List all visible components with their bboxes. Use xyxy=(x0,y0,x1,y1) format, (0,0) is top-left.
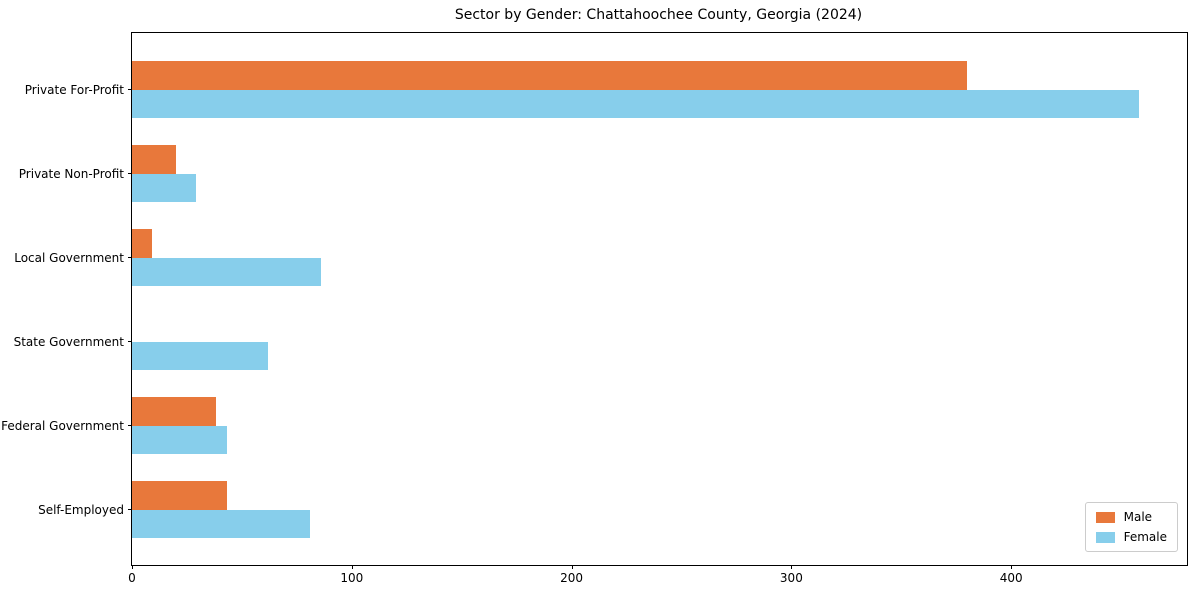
legend-item-male: Male xyxy=(1095,510,1167,524)
y-tick-label-federal-government: Federal Government xyxy=(1,418,124,433)
x-tick-mark-300 xyxy=(791,565,793,569)
x-tick-mark-100 xyxy=(351,565,353,569)
x-tick-label-200: 200 xyxy=(560,571,584,585)
bar-female-private-non-profit xyxy=(132,173,196,202)
bar-female-self-employed xyxy=(132,509,311,538)
bar-male-local-government xyxy=(132,229,152,258)
y-tick-label-self-employed: Self-Employed xyxy=(38,502,124,517)
y-tick-mark-self-employed xyxy=(128,509,132,510)
x-tick-label-0: 0 xyxy=(128,571,136,585)
y-tick-mark-federal-government xyxy=(128,425,132,426)
chart-title: Sector by Gender: Chattahoochee County, … xyxy=(454,7,863,23)
female-swatch xyxy=(1095,531,1115,543)
bar-male-self-employed xyxy=(132,481,227,510)
legend-label-male: Male xyxy=(1123,510,1153,524)
x-tick-label-100: 100 xyxy=(340,571,364,585)
y-tick-mark-private-non-profit xyxy=(128,173,132,174)
bar-male-private-non-profit xyxy=(132,145,176,174)
y-tick-label-local-government: Local Government xyxy=(14,250,124,265)
y-tick-label-private-non-profit: Private Non-Profit xyxy=(18,166,124,181)
legend: Male Female xyxy=(1084,502,1178,552)
y-tick-label-private-for-profit: Private For-Profit xyxy=(24,82,124,97)
bar-female-private-for-profit xyxy=(132,89,1139,118)
x-tick-mark-0 xyxy=(132,565,133,569)
x-tick-label-400: 400 xyxy=(999,571,1023,585)
y-tick-mark-local-government xyxy=(128,257,132,258)
male-swatch xyxy=(1095,511,1115,523)
bar-female-local-government xyxy=(132,257,322,286)
x-tick-label-300: 300 xyxy=(779,571,803,585)
y-tick-mark-state-government xyxy=(128,341,132,342)
bar-female-state-government xyxy=(132,341,269,370)
bar-female-federal-government xyxy=(132,425,227,454)
y-tick-mark-private-for-profit xyxy=(128,89,132,90)
x-tick-mark-400 xyxy=(1011,565,1013,569)
plot-area: Private For-Profit Private Non-Profit Loca… xyxy=(1,32,1188,585)
bar-male-private-for-profit xyxy=(132,61,968,90)
x-tick-mark-200 xyxy=(571,565,573,569)
y-tick-label-state-government: State Government xyxy=(13,334,124,349)
legend-label-female: Female xyxy=(1123,530,1167,544)
bar-male-federal-government xyxy=(132,397,216,426)
legend-item-female: Female xyxy=(1095,530,1167,544)
